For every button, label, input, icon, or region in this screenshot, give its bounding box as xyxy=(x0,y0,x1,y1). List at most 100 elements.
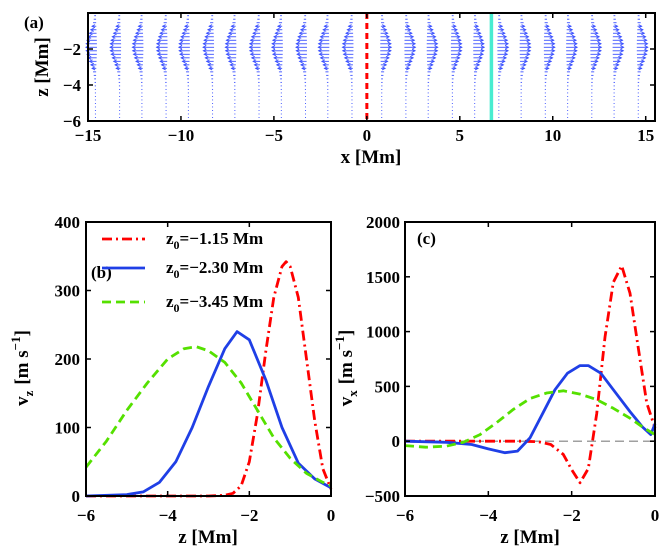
quiver-arrowhead xyxy=(295,48,300,53)
quiver-arrowhead xyxy=(641,31,646,36)
quiver-arrowhead xyxy=(406,24,411,29)
quiver-arrowhead xyxy=(430,31,436,36)
x-tick-label: −10 xyxy=(168,126,195,145)
quiver-arrowhead xyxy=(323,24,328,29)
quiver-arrowhead xyxy=(114,62,119,67)
quiver-arrowhead xyxy=(227,59,233,64)
quiver-arrowhead xyxy=(430,59,436,64)
quiver-arrowhead xyxy=(616,31,622,36)
quiver-arrowhead xyxy=(299,62,305,67)
quiver-arrowhead xyxy=(428,24,433,29)
quiver-field xyxy=(84,15,649,118)
quiver-arrowhead xyxy=(501,59,506,64)
quiver-arrowhead xyxy=(180,55,185,60)
quiver-arrowhead xyxy=(526,38,531,43)
quiver-arrowhead xyxy=(570,59,575,64)
quiver-arrowhead xyxy=(479,52,485,57)
quiver-arrowhead xyxy=(411,52,416,57)
quiver-arrowhead xyxy=(178,48,183,53)
panel-c-ylabel-sub: x xyxy=(345,390,360,397)
quiver-arrowhead xyxy=(387,41,392,46)
quiver-arrowhead xyxy=(548,31,553,36)
panel-c-ylabel-sup: −1 xyxy=(332,336,347,350)
quiver-arrowhead xyxy=(253,62,258,67)
quiver-arrowhead xyxy=(525,55,530,60)
quiver-arrowhead xyxy=(504,38,509,43)
quiver-arrowhead xyxy=(157,55,163,60)
quiver-arrowhead xyxy=(551,48,556,53)
quiver-arrowhead xyxy=(619,52,624,57)
quiver-arrowhead xyxy=(409,34,415,39)
x-tick-label: −6 xyxy=(396,506,414,525)
quiver-arrowhead xyxy=(479,38,485,43)
quiver-arrowhead xyxy=(594,59,599,64)
x-tick-label: −6 xyxy=(77,506,95,525)
quiver-arrowhead xyxy=(504,41,510,46)
quiver-arrowhead xyxy=(620,45,625,50)
quiver-arrowhead xyxy=(204,55,209,60)
quiver-arrowhead xyxy=(319,34,324,39)
panel-a-label: (a) xyxy=(24,13,44,32)
y-tick-label: 400 xyxy=(55,213,81,232)
x-tick-label: −5 xyxy=(265,126,283,145)
quiver-arrowhead xyxy=(434,48,439,53)
quiver-arrowhead xyxy=(615,62,620,67)
quiver-arrowhead xyxy=(88,59,93,64)
quiver-arrowhead xyxy=(644,48,649,53)
quiver-arrowhead xyxy=(545,66,550,71)
panel-c-ylabel: vx [m s−1] xyxy=(332,330,360,407)
quiver-arrowhead xyxy=(642,34,647,39)
quiver-arrowhead xyxy=(159,31,164,36)
panel-b-ylabel-close: ] xyxy=(12,330,33,336)
quiver-arrowhead xyxy=(249,52,254,57)
quiver-arrowhead xyxy=(159,59,164,64)
quiver-arrowhead xyxy=(456,34,461,39)
quiver-arrowhead xyxy=(346,27,351,32)
quiver-arrowhead xyxy=(111,34,116,39)
quiver-arrowhead xyxy=(183,24,189,29)
quiver-arrowhead xyxy=(453,62,458,67)
x-tick-label: 0 xyxy=(327,506,336,525)
quiver-arrowhead xyxy=(205,31,210,36)
quiver-arrowhead xyxy=(523,31,529,36)
quiver-arrowhead xyxy=(343,55,348,60)
quiver-arrowhead xyxy=(342,38,347,43)
quiver-arrowhead xyxy=(616,59,621,64)
quiver-arrowhead xyxy=(643,38,648,43)
quiver-arrowhead xyxy=(614,66,619,71)
quiver-arrowhead xyxy=(550,52,555,57)
quiver-arrowhead xyxy=(227,31,233,36)
quiver-arrowhead xyxy=(502,55,508,60)
quiver-arrowhead xyxy=(546,62,551,67)
quiver-arrowhead xyxy=(275,27,280,32)
quiver-arrowhead xyxy=(345,59,350,64)
quiver-arrowhead xyxy=(184,66,189,71)
quiver-arrowhead xyxy=(298,31,303,36)
quiver-arrowhead xyxy=(545,24,550,29)
quiver-arrowhead xyxy=(202,45,207,50)
quiver-arrowhead xyxy=(526,52,531,57)
y-tick-label: −2 xyxy=(63,40,81,59)
quiver-arrowhead xyxy=(136,27,141,32)
quiver-arrowhead xyxy=(428,66,433,71)
quiver-arrowhead xyxy=(500,27,505,32)
quiver-arrowhead xyxy=(408,59,413,64)
quiver-arrowhead xyxy=(594,31,599,36)
quiver-arrowhead xyxy=(204,34,209,39)
quiver-arrowhead xyxy=(275,62,280,67)
x-tick-label: 0 xyxy=(651,506,660,525)
quiver-arrowhead xyxy=(341,41,346,46)
marker-lines xyxy=(365,13,494,121)
y-tick-label: −4 xyxy=(63,76,82,95)
quiver-arrowhead xyxy=(252,59,257,64)
quiver-arrowhead xyxy=(208,66,213,71)
y-tick-label: 1500 xyxy=(366,268,400,287)
quiver-arrowhead xyxy=(249,38,254,43)
quiver-arrowhead xyxy=(157,34,162,39)
quiver-arrowhead xyxy=(615,27,620,32)
x-tick-label: 0 xyxy=(363,126,372,145)
quiver-arrowhead xyxy=(229,27,234,32)
quiver-arrowhead xyxy=(271,52,277,57)
quiver-arrowhead xyxy=(181,31,186,36)
